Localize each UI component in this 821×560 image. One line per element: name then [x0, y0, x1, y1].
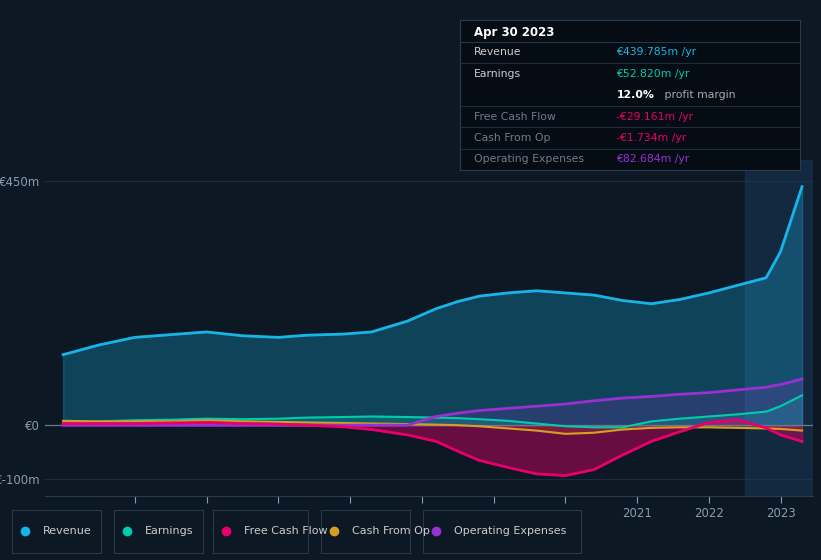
Text: €439.785m /yr: €439.785m /yr: [617, 48, 696, 58]
Text: Cash From Op: Cash From Op: [474, 133, 550, 143]
Text: Earnings: Earnings: [474, 69, 521, 79]
Text: -€1.734m /yr: -€1.734m /yr: [617, 133, 686, 143]
Text: Earnings: Earnings: [145, 526, 194, 536]
Text: Revenue: Revenue: [474, 48, 521, 58]
Text: profit margin: profit margin: [661, 90, 735, 100]
Text: Revenue: Revenue: [43, 526, 92, 536]
Text: Free Cash Flow: Free Cash Flow: [474, 111, 556, 122]
Bar: [745, 160, 813, 496]
Text: 12.0%: 12.0%: [617, 90, 654, 100]
Text: Apr 30 2023: Apr 30 2023: [474, 26, 554, 39]
Text: Operating Expenses: Operating Expenses: [454, 526, 566, 536]
Text: Operating Expenses: Operating Expenses: [474, 155, 584, 164]
Text: -€29.161m /yr: -€29.161m /yr: [617, 111, 694, 122]
Text: Cash From Op: Cash From Op: [352, 526, 430, 536]
Text: €52.820m /yr: €52.820m /yr: [617, 69, 690, 79]
Text: €82.684m /yr: €82.684m /yr: [617, 155, 690, 164]
Text: Free Cash Flow: Free Cash Flow: [244, 526, 328, 536]
